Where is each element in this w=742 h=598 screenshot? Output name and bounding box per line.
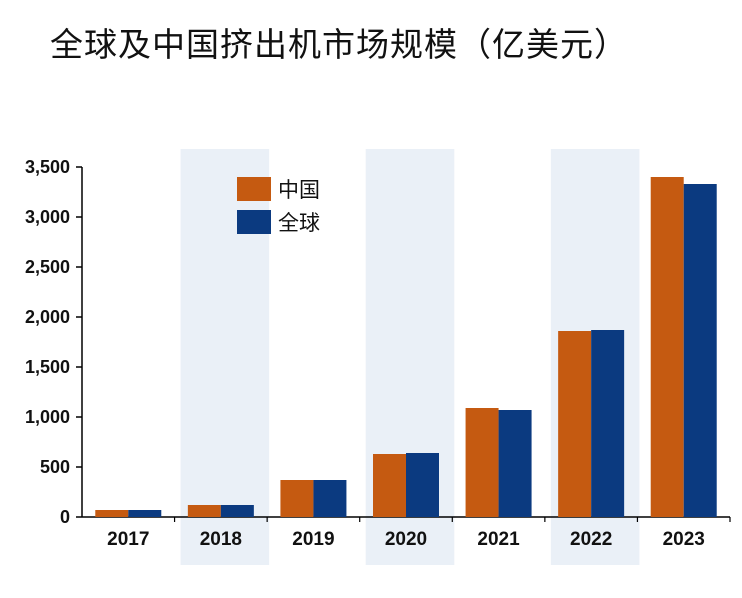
bar-2022-0	[558, 331, 592, 517]
labels: 0 500 1,000 1,500 2,000 2,500 3,000 3,500 2017 20…	[25, 157, 705, 550]
bar-2017-1	[128, 510, 162, 517]
bar-2017-0	[95, 510, 129, 517]
y-tick-label: 1,000	[25, 407, 70, 427]
x-tick-label: 2022	[570, 529, 612, 550]
bar-2019-0	[280, 480, 314, 517]
x-tick-label: 2021	[477, 529, 520, 550]
y-tick-label: 3,000	[25, 207, 70, 227]
bar-2021-1	[498, 410, 532, 517]
x-tick-label: 2019	[292, 529, 334, 550]
bar-2021-0	[465, 408, 499, 517]
y-tick-label: 2,500	[25, 257, 70, 277]
chart-title: 全球及中国挤出机市场规模（亿美元）	[50, 25, 628, 64]
legend-swatch-1	[237, 210, 271, 234]
y-tick-label: 2,000	[25, 307, 70, 327]
bar-2020-1	[406, 453, 439, 517]
legend-label-0: 中国	[278, 178, 320, 202]
x-tick-label: 2023	[663, 529, 705, 550]
y-tick-label: 500	[40, 457, 70, 477]
bar-2018-1	[220, 505, 254, 517]
x-tick-label: 2020	[385, 529, 427, 550]
bar-2020-0	[373, 454, 406, 517]
y-tick-label: 3,500	[25, 157, 70, 177]
bars	[95, 177, 717, 517]
y-tick-label: 0	[60, 507, 70, 527]
legend-swatch-0	[237, 177, 271, 201]
bar-2018-0	[187, 505, 221, 517]
bar-2023-1	[683, 184, 717, 517]
bar-2022-1	[591, 330, 625, 517]
legend-label-1: 全球	[278, 211, 320, 235]
bar-2023-0	[650, 177, 684, 517]
x-tick-label: 2017	[107, 529, 149, 550]
bar-2019-1	[313, 480, 347, 517]
y-tick-label: 1,500	[25, 357, 70, 377]
x-tick-label: 2018	[200, 529, 242, 550]
